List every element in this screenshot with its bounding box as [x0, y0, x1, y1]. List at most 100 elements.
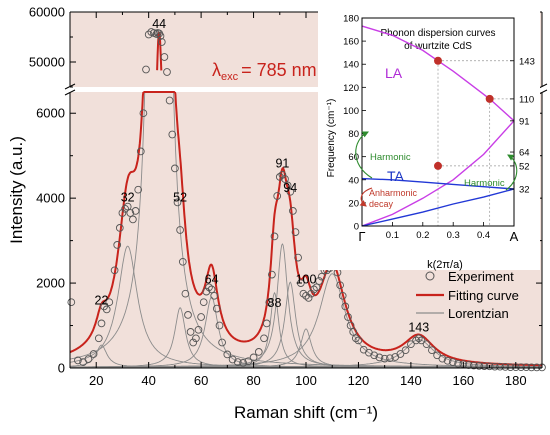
experiment-point [168, 130, 177, 139]
axis-break-mark [64, 89, 76, 96]
experiment-point [407, 340, 415, 349]
experiment-point [156, 32, 165, 40]
label-ta: TA [387, 168, 405, 184]
experiment-point [527, 363, 536, 372]
experiment-point [131, 207, 140, 215]
legend-experiment-marker [425, 271, 435, 281]
experiment-point [173, 198, 182, 207]
experiment-point [312, 283, 321, 292]
peak-label: 44 [152, 17, 166, 31]
experiment-point [386, 354, 394, 363]
experiment-point [265, 298, 274, 307]
inset-a-label: A [510, 229, 519, 244]
experiment-point [270, 232, 279, 241]
experiment-point [294, 253, 302, 262]
experiment-point [469, 361, 478, 370]
experiment-point [157, 38, 166, 46]
inset-curves [361, 25, 515, 227]
experiment-point [291, 228, 300, 236]
experiment-point [142, 65, 150, 74]
peak-label: 88 [268, 296, 282, 310]
x-axis-ticks: 20 40 60 80 100 120 140 160 180 [69, 12, 543, 388]
label-anharmonic: Anharmonic [369, 188, 418, 198]
inset-y-tick-label: 180 [343, 14, 359, 25]
experiment-point [375, 353, 384, 362]
dispersion-branch [361, 188, 515, 227]
experiment-point [268, 270, 276, 279]
experiment-point [344, 313, 352, 321]
y-tick-label: 4000 [36, 191, 65, 206]
inset-right-label: 143 [519, 56, 535, 67]
experiment-point [121, 204, 129, 213]
experiment-point [210, 291, 219, 300]
legend-experiment-label: Experiment [448, 269, 514, 284]
excitation-label: λexc = 785 nm [212, 60, 317, 83]
experiment-point [281, 175, 289, 183]
inset-y-tick-label: 140 [343, 60, 359, 71]
experiment-point [275, 173, 284, 181]
x-tick-label: 60 [194, 373, 208, 388]
experiment-point [105, 298, 114, 307]
inset-frame [361, 17, 515, 227]
inset-ticks: 0 20 40 60 80 100 120 140 160 180 143 110 91 64 52 32 0.… [343, 14, 535, 245]
experiment-point [351, 334, 360, 343]
inset-x-tick-label: 0.2 [416, 230, 429, 241]
inset-y-title: Frequency (cm⁻¹) [326, 99, 337, 178]
experiment-point [254, 348, 263, 356]
experiment-point [176, 226, 184, 234]
experiment-point [165, 96, 174, 105]
experiment-point [480, 362, 489, 370]
peak-label: 143 [408, 320, 429, 334]
x-tick-label: 160 [452, 373, 474, 388]
dispersion-branch [361, 177, 515, 190]
experiment-point [506, 363, 515, 372]
x-tick-label: 120 [348, 373, 370, 388]
inset-x-tick-label: 0.3 [447, 230, 460, 241]
inset-right-label: 32 [519, 185, 530, 196]
legend: Experiment Fitting curve Lorentzian [416, 269, 519, 321]
experiment-point [307, 289, 316, 298]
experiment-point [278, 170, 287, 179]
experiment-point [171, 164, 179, 173]
experiment-point [218, 338, 226, 347]
experiment-point [517, 363, 525, 372]
experiment-point [244, 357, 253, 366]
x-tick-label: 20 [89, 373, 103, 388]
inset-guides [437, 60, 514, 226]
experiment-point [205, 283, 213, 292]
experiment-point [239, 359, 247, 367]
inset-y-tick-label: 160 [343, 37, 359, 48]
inset-y-tick-label: 20 [348, 198, 359, 209]
x-tick-label: 40 [141, 373, 155, 388]
experiment-point [443, 356, 452, 365]
x-tick-label: 140 [400, 373, 422, 388]
experiment-point [215, 321, 224, 330]
experiment-point [197, 313, 205, 321]
experiment-point [212, 304, 221, 313]
experiment-point [380, 354, 389, 363]
peak-labels: 2232445264889194100110143 [95, 17, 430, 334]
experiment-point [346, 321, 355, 330]
experiment-point [260, 334, 268, 343]
experiment-point [202, 287, 211, 296]
x-tick-label: 80 [246, 373, 260, 388]
experiment-point [129, 215, 137, 224]
experiment-point [296, 279, 305, 287]
phonon-point [485, 94, 494, 103]
experiment-point [249, 353, 258, 362]
experiment-point [189, 338, 198, 347]
experiment-point [354, 336, 363, 345]
inset-x-tick-label: 0.1 [386, 230, 399, 241]
dispersion-branch [361, 25, 515, 122]
y-axis-title: Intensity (a.u.) [7, 136, 26, 244]
inset-subtitle: of wurtzite CdS [404, 41, 472, 52]
experiment-point [115, 224, 124, 232]
experiment-point [110, 266, 119, 275]
experiment-point [74, 356, 82, 365]
inset-x-title: k(2π/a) [427, 259, 463, 271]
experiment-point [304, 294, 313, 302]
harmonic-arrow-left [355, 131, 373, 179]
inset-y-tick-label: 60 [348, 152, 359, 163]
experiment-point [94, 334, 103, 343]
y-tick-label: 0 [58, 361, 65, 376]
